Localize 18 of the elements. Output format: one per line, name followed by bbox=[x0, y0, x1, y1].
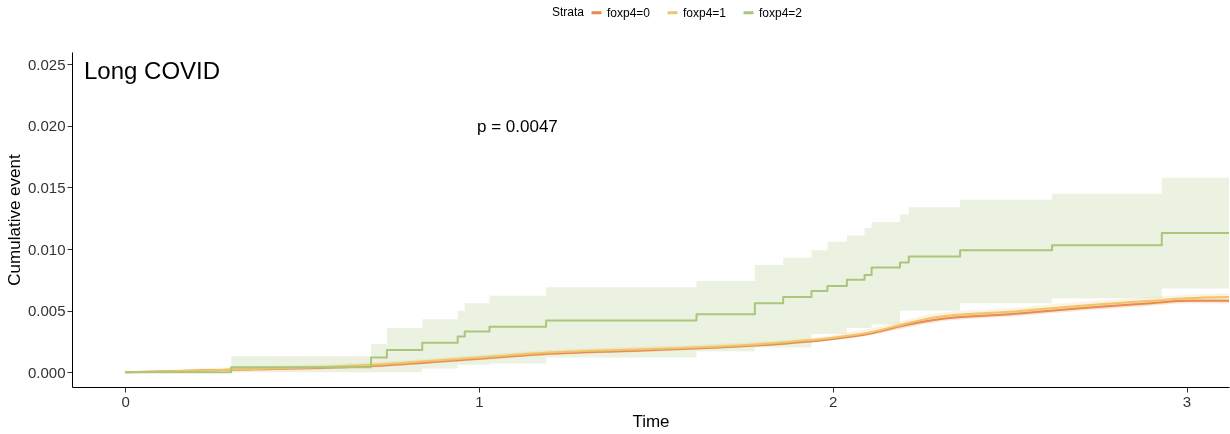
x-tick-label: 0 bbox=[121, 392, 130, 410]
y-tick-label: 0.000 bbox=[27, 363, 66, 381]
legend-label: foxp4=0 bbox=[607, 5, 651, 20]
y-tick-label: 0.005 bbox=[27, 302, 66, 320]
x-tick-label: 2 bbox=[829, 392, 838, 410]
y-tick-label: 0.025 bbox=[27, 55, 66, 73]
legend-label: foxp4=2 bbox=[759, 5, 803, 20]
annotation: p = 0.0047 bbox=[477, 117, 558, 136]
y-tick-label: 0.015 bbox=[27, 178, 66, 196]
legend-title: Strata bbox=[552, 5, 585, 19]
y-tick-label: 0.010 bbox=[27, 240, 66, 258]
chart-title: Long COVID bbox=[84, 57, 221, 84]
y-axis-title: Cumulative event bbox=[4, 154, 24, 286]
x-tick-label: 1 bbox=[475, 392, 484, 410]
x-tick-label: 3 bbox=[1182, 392, 1192, 410]
y-tick-label: 0.020 bbox=[27, 117, 66, 135]
x-axis-title: Time bbox=[632, 411, 670, 431]
legend-label: foxp4=1 bbox=[683, 5, 727, 20]
